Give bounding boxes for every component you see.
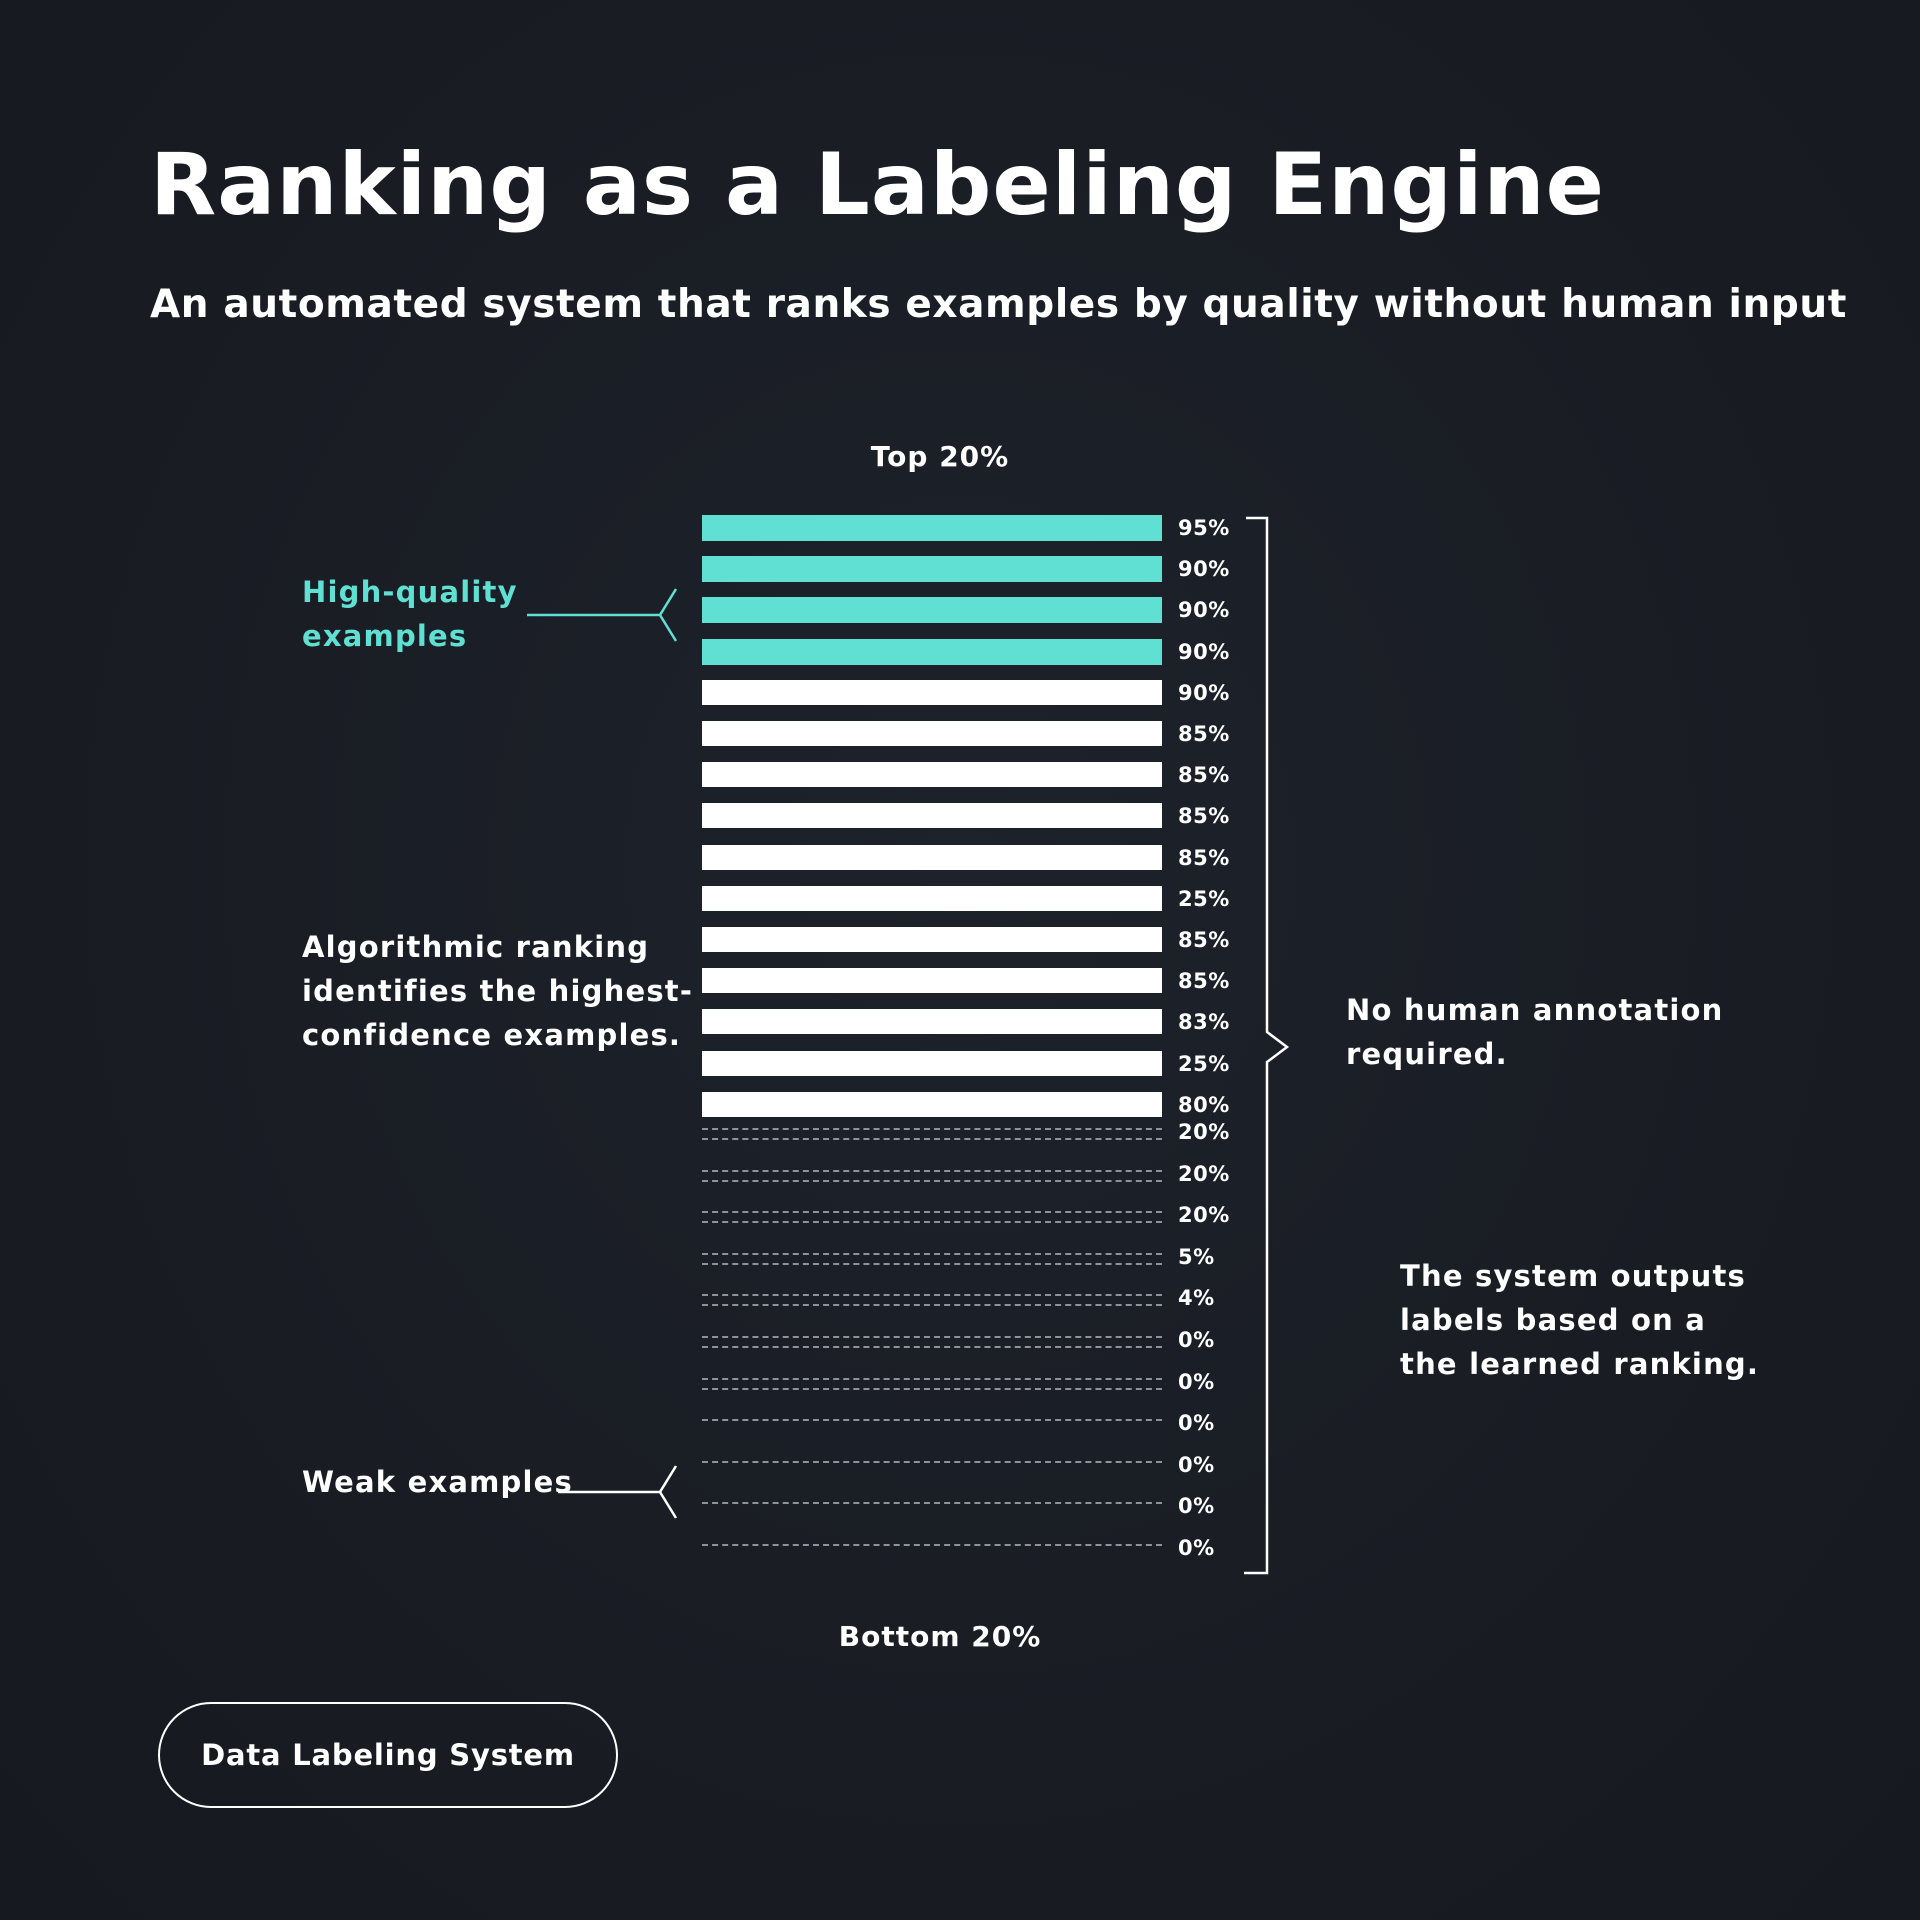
weak-example-bar (702, 1211, 1162, 1224)
bar-percentage-label: 0% (1178, 1536, 1215, 1560)
bar-percentage-label: 5% (1178, 1244, 1215, 1269)
ranked-example-bar (702, 885, 1162, 911)
bar-percentage-label: 85% (1178, 722, 1230, 746)
callout-no-human-line: No human annotation (1346, 993, 1724, 1027)
bar-percentage-label: 20% (1178, 1161, 1230, 1186)
callout-system-outputs-line: The system outputs (1400, 1259, 1747, 1293)
weak-example-bar (702, 1502, 1162, 1505)
bar-percentage-label: 25% (1178, 1051, 1230, 1076)
callout-system-outputs-line: labels based on a (1400, 1303, 1706, 1337)
callout-system-outputs-line: the learned ranking. (1400, 1347, 1760, 1381)
callout-algorithmic-line: Algorithmic ranking (302, 930, 650, 964)
bar-percentage-label: 20% (1178, 1120, 1230, 1144)
page-subtitle: An automated system that ranks examples … (150, 282, 1847, 327)
weak-example-bar (702, 1294, 1162, 1307)
top-20-label: Top 20% (870, 440, 1010, 473)
bar-percentage-label: 80% (1178, 1092, 1230, 1117)
callout-algorithmic-line: confidence examples. (302, 1018, 682, 1052)
high-quality-bar (702, 597, 1162, 624)
bar-percentage-label: 0% (1178, 1369, 1215, 1394)
bar-percentage-label: 83% (1178, 1010, 1230, 1035)
bar-percentage-label: 90% (1178, 557, 1230, 582)
weak-example-bar (702, 1336, 1162, 1348)
callout-system-outputs: The system outputs labels based on a the… (1400, 1254, 1759, 1386)
ranked-example-bar (702, 968, 1162, 994)
weak-example-bar (702, 1460, 1162, 1463)
bar-percentage-label: 90% (1178, 598, 1230, 623)
page-title: Ranking as a Labeling Engine (150, 135, 1605, 235)
weak-example-bar (702, 1377, 1162, 1390)
bar-percentage-label: 25% (1178, 886, 1230, 911)
bar-percentage-label: 20% (1178, 1203, 1230, 1228)
weak-example-bar (702, 1128, 1162, 1140)
bar-percentage-label: 4% (1178, 1286, 1215, 1311)
weak-example-bar (702, 1419, 1162, 1422)
data-labeling-system-button[interactable]: Data Labeling System (158, 1702, 618, 1808)
high-quality-bar (702, 638, 1162, 665)
bar-percentage-label: 0% (1178, 1494, 1215, 1519)
callout-weak-examples: Weak examples (302, 1460, 573, 1504)
weak-example-bar (702, 1544, 1162, 1546)
weak-example-bar (702, 1169, 1162, 1182)
bar-percentage-label: 85% (1178, 763, 1230, 788)
bar-percentage-label: 85% (1178, 804, 1230, 829)
callout-algorithmic-line: identifies the highest- (302, 974, 694, 1008)
bar-percentage-label: 90% (1178, 680, 1230, 705)
bar-percentage-label: 95% (1178, 516, 1230, 540)
ranked-example-bar (702, 762, 1162, 788)
weak-example-bar (702, 1252, 1162, 1265)
callout-high-quality-line: High-quality (302, 575, 518, 609)
ranked-example-bar (702, 679, 1162, 705)
bar-percentage-label: 0% (1178, 1452, 1215, 1477)
ranked-example-bar (702, 1050, 1162, 1076)
ranked-example-bar (702, 721, 1162, 746)
bar-percentage-label: 85% (1178, 969, 1230, 994)
callout-high-quality-line: examples (302, 619, 468, 653)
bar-percentage-label: 0% (1178, 1328, 1215, 1352)
ranked-example-bar (702, 1091, 1162, 1117)
bar-percentage-label: 85% (1178, 928, 1230, 952)
ranked-example-bar (702, 803, 1162, 829)
bottom-20-label: Bottom 20% (838, 1620, 1042, 1653)
ranked-example-bar (702, 1009, 1162, 1035)
bar-percentage-label: 85% (1178, 845, 1230, 870)
ranked-example-bar (702, 927, 1162, 952)
bar-percentage-label: 0% (1178, 1411, 1215, 1436)
callout-high-quality: High-quality examples (302, 570, 518, 658)
high-quality-bar (702, 556, 1162, 583)
high-quality-bar (702, 515, 1162, 541)
callout-no-human-line: required. (1346, 1037, 1508, 1071)
callout-weak-line: Weak examples (302, 1465, 573, 1499)
bar-percentage-label: 90% (1178, 639, 1230, 664)
callout-no-human-annotation: No human annotation required. (1346, 988, 1724, 1076)
ranked-example-bar (702, 844, 1162, 870)
callout-algorithmic-ranking: Algorithmic ranking identifies the highe… (302, 925, 693, 1057)
